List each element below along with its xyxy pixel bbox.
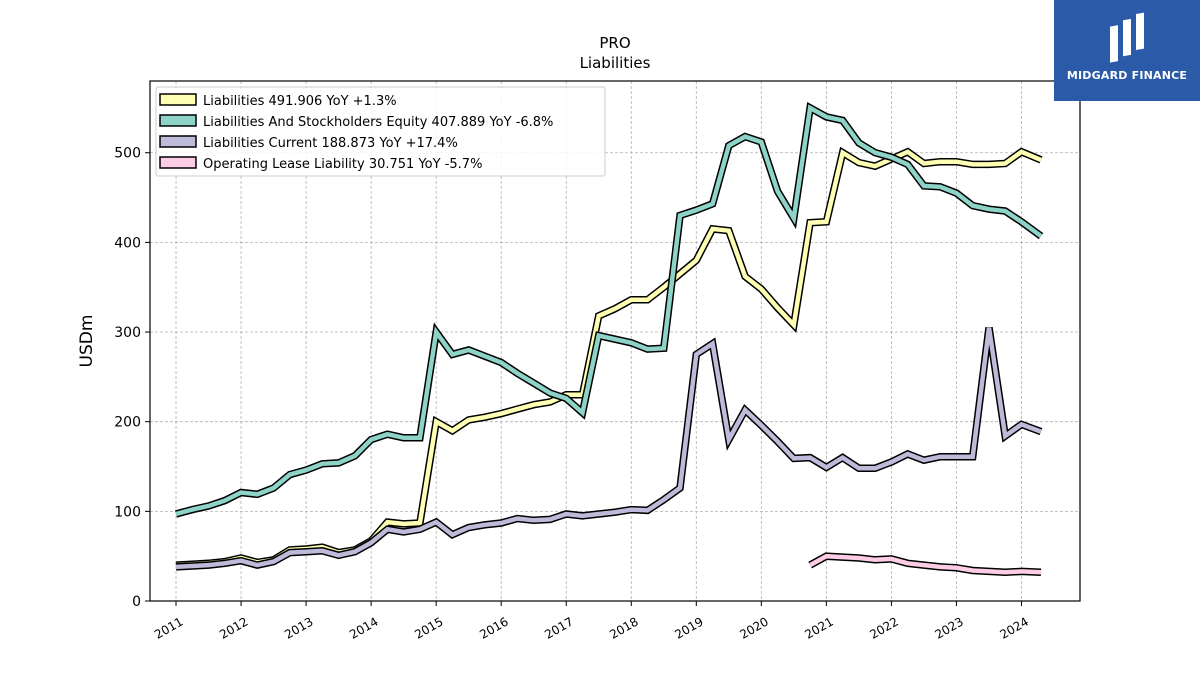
x-tick-label: 2020 (737, 614, 770, 641)
legend-swatch (159, 93, 197, 106)
brand-logo: MIDGARD FINANCE (1054, 0, 1200, 101)
x-tick-label: 2015 (412, 614, 445, 641)
legend-swatch (159, 156, 197, 169)
legend-entry: Liabilities 491.906 YoY +1.3% (203, 94, 397, 109)
legend-entry: Liabilities Current 188.873 YoY +17.4% (203, 136, 458, 151)
chart-title: PRO (599, 34, 630, 52)
x-tick-label: 2013 (282, 614, 315, 641)
x-tick-label: 2022 (867, 614, 900, 641)
logo-text: MIDGARD FINANCE (1066, 69, 1188, 82)
series-line-3 (809, 553, 1042, 575)
x-axis-ticks: 2011 2012 2013 2014 2015 2016 2017 2018 2019 2020… (152, 601, 1031, 642)
x-tick-label: 2016 (477, 614, 510, 641)
legend-entry: Operating Lease Liability 30.751 YoY -5.… (203, 157, 482, 172)
plot-frame (149, 80, 1081, 602)
x-tick-label: 2024 (998, 614, 1031, 641)
y-tick-label: 100 (114, 504, 141, 520)
x-tick-label: 2017 (542, 614, 575, 641)
legend: Liabilities 491.906 YoY +1.3% Liabilities… (155, 86, 606, 177)
chart-subtitle: Liabilities (580, 54, 651, 72)
x-tick-label: 2014 (347, 614, 380, 641)
x-tick-label: 2023 (932, 614, 965, 641)
x-tick-label: 2018 (607, 614, 640, 641)
y-axis-ticks: 0 100 200 300 400 500 (114, 146, 150, 610)
series-line-1 (175, 104, 1043, 517)
series-lines (175, 102, 1044, 577)
y-tick-label: 0 (132, 594, 141, 610)
x-tick-label: 2011 (152, 614, 185, 641)
y-tick-label: 500 (114, 146, 141, 162)
legend-entry: Liabilities And Stockholders Equity 407.… (203, 115, 553, 130)
y-axis-label: USDm (77, 315, 97, 368)
legend-swatch (159, 114, 197, 127)
series-line-2 (175, 327, 1042, 570)
legend-swatch (159, 135, 197, 148)
x-tick-label: 2012 (217, 614, 250, 641)
y-tick-label: 200 (114, 415, 141, 431)
y-tick-label: 400 (114, 235, 141, 251)
legend-box (155, 86, 606, 177)
x-tick-label: 2019 (672, 614, 705, 641)
midgard-logo-icon (1110, 12, 1144, 63)
y-tick-label: 300 (114, 325, 141, 341)
x-tick-label: 2021 (802, 614, 835, 641)
